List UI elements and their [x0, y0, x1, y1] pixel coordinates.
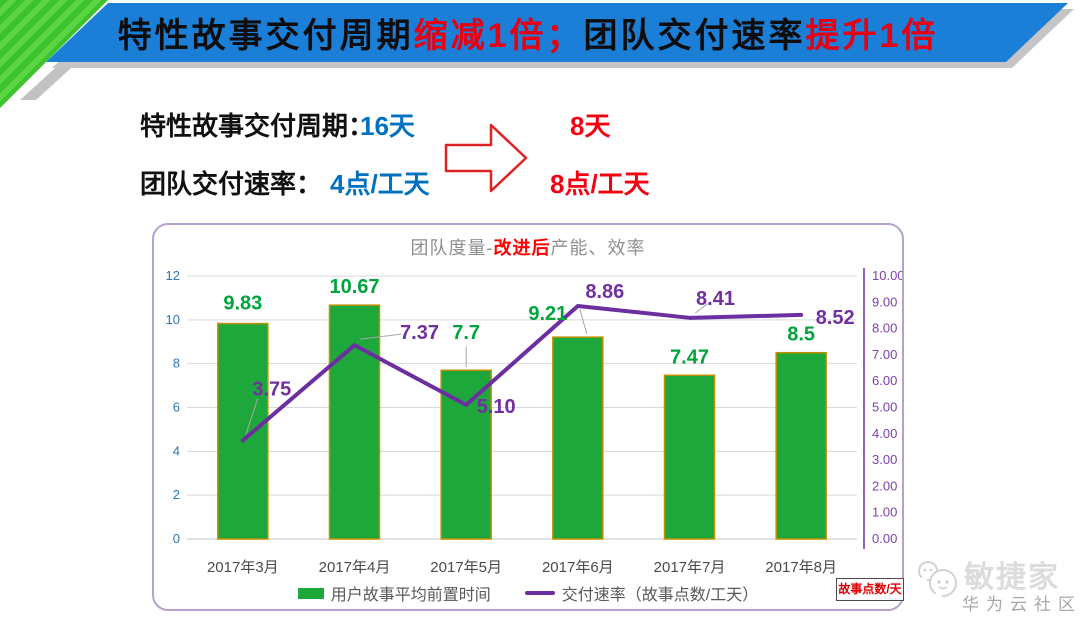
- bar: [663, 374, 716, 540]
- legend-item-line: 交付速率（故事点数/工天）: [524, 581, 759, 605]
- line-value-label: 7.37: [400, 322, 439, 344]
- right-axis-tick-label: 6.00: [872, 373, 897, 388]
- x-axis-category-label: 2017年5月: [430, 559, 502, 576]
- x-axis-category-label: 2017年6月: [542, 559, 614, 576]
- title-banner: 特性故事交付周期 缩减1倍； 团队交付速率 提升1倍: [40, 3, 1072, 62]
- unit-label-box: 故事点数/天: [836, 578, 904, 601]
- summary-row1-after-value: 8天: [570, 111, 611, 141]
- left-axis-tick-label: 6: [173, 400, 180, 415]
- bar: [217, 322, 269, 540]
- watermark-brand: 敏捷家: [964, 561, 1060, 594]
- legend-bar-swatch: [297, 587, 324, 599]
- right-axis-tick-label: 9.00: [872, 294, 897, 309]
- delivery-rate-line: [240, 303, 804, 443]
- title-banner-shape: 特性故事交付周期 缩减1倍； 团队交付速率 提升1倍: [46, 3, 1068, 62]
- line-value-label: 3.75: [252, 378, 291, 400]
- bar-value-label: 9.83: [223, 293, 262, 315]
- right-axis-tick-label: 1.00: [872, 505, 897, 520]
- bar-value-label: 7.7: [452, 322, 480, 344]
- left-axis-tick-label: 10: [166, 312, 180, 327]
- label-leader-line: [579, 308, 588, 335]
- right-axis-tick-label: 8.00: [872, 321, 897, 336]
- title-segment-highlight: 缩减1倍；: [413, 17, 584, 55]
- bar-value-label: 8.5: [787, 324, 815, 346]
- x-axis-category-label: 2017年7月: [654, 559, 726, 576]
- left-axis-tick-label: 4: [173, 443, 180, 458]
- summary-row1-before-value: 16天: [360, 111, 415, 141]
- right-axis-tick-label: 10.00: [872, 268, 902, 283]
- right-axis-tick-label: 0.00: [872, 531, 897, 546]
- label-leader-line: [360, 333, 402, 340]
- chart-title-suffix: 产能、效率: [550, 238, 646, 258]
- left-axis-tick-label: 12: [166, 268, 180, 283]
- line-value-label: 5.10: [477, 396, 516, 418]
- chart-title: 团队度量-改进后产能、效率: [154, 234, 902, 260]
- improvement-arrow-icon: [444, 123, 528, 193]
- team-metrics-chart: 0 2 4 6 8 10 12 0.00 1.00 2.00 3.00 4.00 5.00 6.00 7.0…: [166, 268, 902, 576]
- bar: [775, 351, 827, 540]
- right-axis-tick-label: 7.00: [872, 347, 897, 362]
- summary-row2-label: 团队交付速率：: [140, 169, 323, 199]
- x-axis-category-label: 2017年3月: [207, 559, 279, 576]
- label-leader-line: [695, 303, 708, 314]
- right-axis-tick-label: 4.00: [872, 426, 897, 441]
- bar: [328, 304, 381, 540]
- summary-row1-label: 特性故事交付周期：: [140, 111, 375, 141]
- title-segment: 团队交付速率: [583, 17, 806, 55]
- legend-line-label: 交付速率（故事点数/工天）: [561, 587, 759, 604]
- right-axis-tick-label: 3.00: [872, 452, 897, 467]
- mascot-chat-bubbles-icon: [918, 561, 957, 600]
- right-axis-tick-label: 5.00: [872, 400, 897, 415]
- summary-row2-after-value: 8点/工天: [550, 169, 650, 199]
- right-axis-tick-label: 2.00: [872, 478, 897, 493]
- legend-line-swatch: [524, 591, 555, 595]
- bar: [440, 369, 492, 540]
- chart-title-highlight: 改进后: [493, 238, 551, 258]
- chart-legend: 用户故事平均前置时间 交付速率（故事点数/工天）: [154, 581, 902, 605]
- line-value-label: 8.41: [696, 288, 735, 310]
- left-axis-tick-label: 2: [173, 487, 180, 502]
- bar-value-label: 10.67: [329, 276, 379, 298]
- team-metrics-chart-panel: 0 2 4 6 8 10 12 0.00 1.00 2.00 3.00 4.00 5.00 6.00 7.0…: [152, 223, 904, 611]
- bar-value-label: 9.21: [528, 303, 567, 325]
- legend-bar-label: 用户故事平均前置时间: [330, 587, 491, 604]
- left-axis-tick-label: 0: [173, 531, 180, 546]
- line-value-label: 8.86: [585, 281, 624, 303]
- left-axis-tick-label: 8: [173, 356, 180, 371]
- chart-title-prefix: 团队度量-: [410, 238, 494, 258]
- watermark-community: 华为云社区: [962, 595, 1080, 614]
- bar-value-label: 7.47: [670, 346, 709, 368]
- watermark: 敏捷家 华为云社区: [916, 550, 1076, 620]
- title-segment-highlight: 提升1倍: [805, 17, 939, 55]
- bar: [552, 336, 604, 540]
- line-value-label: 8.52: [816, 307, 855, 329]
- title-segment: 特性故事交付周期: [117, 17, 414, 55]
- x-axis-category-label: 2017年8月: [765, 559, 837, 576]
- legend-item-bars: 用户故事平均前置时间: [297, 581, 491, 605]
- x-axis-category-label: 2017年4月: [319, 559, 391, 576]
- summary-row2-before-value: 4点/工天: [330, 169, 430, 199]
- label-leader-line: [245, 398, 259, 435]
